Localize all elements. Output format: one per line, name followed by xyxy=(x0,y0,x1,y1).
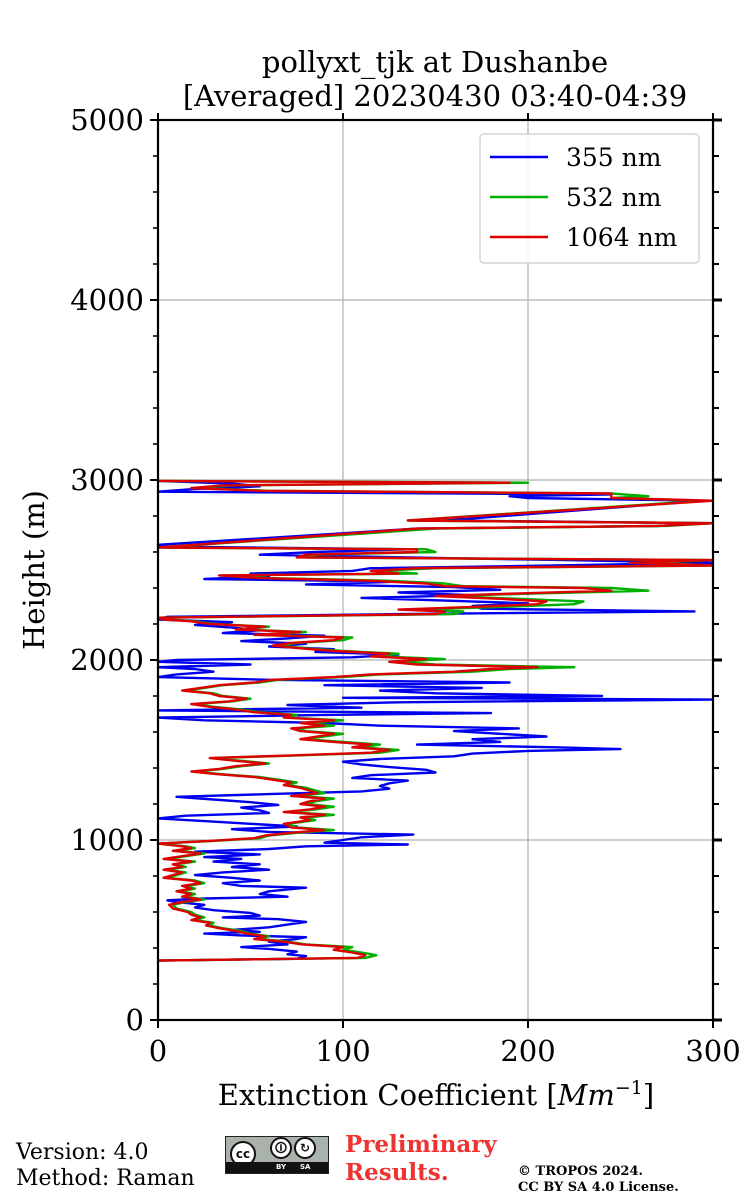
x-tick-label: 200 xyxy=(500,1034,555,1068)
y-axis-label: Height (m) xyxy=(17,490,51,650)
y-tick-label: 3000 xyxy=(70,463,144,497)
preliminary-text-line1: Preliminary xyxy=(345,1131,497,1158)
cc-by-label: BY xyxy=(276,1163,287,1171)
copyright-line1: © TROPOS 2024. xyxy=(518,1164,644,1179)
y-tick-label: 4000 xyxy=(70,283,144,317)
by-person-icon: 🛈 xyxy=(270,1137,292,1159)
legend: 355 nm 532 nm 1064 nm xyxy=(479,133,700,264)
legend-box xyxy=(479,133,700,264)
y-tick-label: 2000 xyxy=(70,643,144,677)
x-axis-label: Extinction Coefficient [Mm−1] xyxy=(218,1077,654,1112)
chart-title-line2: [Averaged] 20230430 03:40-04:39 xyxy=(183,79,687,113)
x-axis-label-main: Extinction Coefficient [ xyxy=(218,1078,558,1112)
x-axis-label-exp: −1 xyxy=(615,1077,643,1099)
series-line-1064-nm xyxy=(156,479,715,962)
x-tick-label: 0 xyxy=(149,1034,167,1068)
cc-sa-label: SA xyxy=(300,1163,311,1171)
copyright-line2: CC BY SA 4.0 License. xyxy=(518,1180,679,1195)
legend-label: 532 nm xyxy=(566,183,662,212)
legend-label: 355 nm xyxy=(566,143,662,172)
legend-label: 1064 nm xyxy=(566,223,678,252)
series-group xyxy=(156,479,715,962)
preliminary-text-line2: Results. xyxy=(345,1159,449,1186)
share-alike-icon: ↻ xyxy=(294,1137,316,1159)
x-tick-label: 100 xyxy=(315,1034,370,1068)
y-tick-label: 0 xyxy=(126,1003,144,1037)
y-tick-label: 5000 xyxy=(70,103,144,137)
y-tick-label: 1000 xyxy=(70,823,144,857)
x-axis-label-end: ] xyxy=(643,1078,654,1112)
x-tick-label: 300 xyxy=(685,1034,740,1068)
plot-frame xyxy=(156,118,715,1022)
x-axis-label-unit: Mm xyxy=(557,1078,615,1112)
cc-license-badge: cc 🛈 ↻ BY SA xyxy=(225,1136,329,1174)
version-text: Version: 4.0 xyxy=(16,1140,149,1165)
cc-badge-bar xyxy=(226,1162,328,1173)
method-text: Method: Raman xyxy=(16,1166,195,1191)
chart-title-line1: pollyxt_tjk at Dushanbe xyxy=(262,45,608,80)
